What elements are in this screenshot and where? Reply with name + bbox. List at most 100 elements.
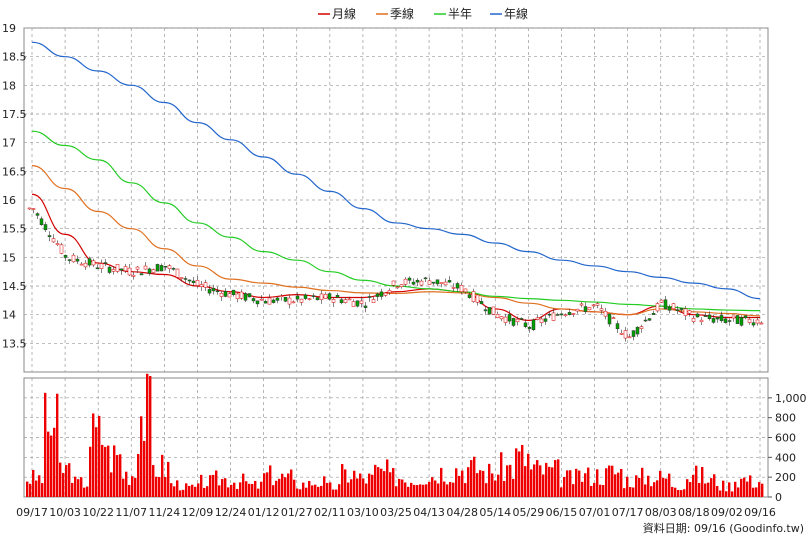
volume-bar xyxy=(626,476,629,497)
volume-bar xyxy=(584,473,587,497)
candle-body xyxy=(723,318,728,323)
candle-body xyxy=(307,298,312,300)
candle-body xyxy=(715,317,720,320)
volume-bar xyxy=(704,483,707,497)
volume-bar xyxy=(449,481,452,497)
candle-body xyxy=(295,295,300,300)
volume-bar xyxy=(170,483,173,497)
candle-body xyxy=(175,268,180,278)
candle-body xyxy=(591,304,596,307)
volume-bar xyxy=(332,489,335,497)
candle-body xyxy=(599,308,604,311)
volume-bar xyxy=(392,468,395,497)
candle-body xyxy=(659,299,664,303)
volume-bar xyxy=(443,481,446,497)
volume-bar xyxy=(86,486,89,497)
volume-bar xyxy=(416,485,419,497)
volume-bar xyxy=(683,489,686,497)
volume-bar xyxy=(158,476,161,497)
x-tick-label: 10/22 xyxy=(82,506,114,519)
candle-body xyxy=(551,312,556,321)
volume-bar xyxy=(194,486,197,497)
candle-body xyxy=(619,333,624,335)
volume-bar xyxy=(161,454,164,497)
candle-body xyxy=(351,301,356,307)
volume-bar xyxy=(701,466,704,497)
candle-body xyxy=(239,291,244,299)
volume-tick-label: 400 xyxy=(775,451,796,464)
candle-body xyxy=(699,319,704,323)
candle-body xyxy=(611,317,616,319)
price-tick-label: 19 xyxy=(2,22,16,35)
candle-body xyxy=(263,301,268,304)
volume-bar xyxy=(668,473,671,497)
volume-bar xyxy=(62,472,65,497)
volume-bar xyxy=(143,440,146,497)
candle-body xyxy=(163,265,168,268)
series-line-3 xyxy=(31,41,761,300)
candle-body xyxy=(739,317,744,326)
volume-bar xyxy=(665,478,668,497)
volume-bar xyxy=(707,482,710,497)
volume-bar xyxy=(146,373,149,497)
volume-tick-label: 0 xyxy=(775,491,782,504)
volume-bar xyxy=(242,473,245,497)
candle-body xyxy=(671,303,676,310)
candle-body xyxy=(443,281,448,286)
candle-body xyxy=(463,288,468,293)
candle-body xyxy=(155,264,160,272)
volume-bar xyxy=(653,482,656,497)
candle-body xyxy=(99,263,104,269)
volume-bar xyxy=(572,484,575,497)
volume-tick-label: 600 xyxy=(775,432,796,445)
volume-bar xyxy=(167,461,170,497)
volume-bar xyxy=(263,473,266,497)
candle-body xyxy=(347,298,352,301)
volume-bar xyxy=(728,482,731,497)
volume-bar xyxy=(197,483,200,497)
volume-bar xyxy=(56,393,59,497)
candle-body xyxy=(643,319,648,322)
volume-bar xyxy=(488,463,491,497)
candle-body xyxy=(35,213,40,216)
volume-bar xyxy=(359,473,362,497)
volume-bar xyxy=(110,472,113,497)
volume-bar xyxy=(314,484,317,497)
volume-bar xyxy=(470,460,473,497)
volume-bar xyxy=(179,490,182,497)
candle-body xyxy=(655,303,660,312)
candle-body xyxy=(251,298,256,302)
volume-bar xyxy=(533,464,536,497)
price-tick-label: 14 xyxy=(2,309,16,322)
volume-bar xyxy=(74,476,77,497)
legend-label: 季線 xyxy=(390,6,414,21)
candle-body xyxy=(435,279,440,285)
volume-bar xyxy=(341,464,344,497)
volume-bar xyxy=(188,485,191,497)
candle-body xyxy=(167,265,172,269)
volume-bar xyxy=(743,477,746,497)
volume-bar xyxy=(128,484,131,497)
volume-bar xyxy=(557,459,560,497)
volume-bar xyxy=(395,486,398,497)
candle-body xyxy=(447,280,452,283)
candle-body xyxy=(567,312,572,315)
candle-body xyxy=(159,265,164,272)
volume-bar xyxy=(80,477,83,497)
price-panel: 19 18.5 18 17.5 17 16.5 16 15.5 15 14.5 14 13.5 xyxy=(2,22,769,373)
candle-body xyxy=(179,277,184,279)
volume-bar xyxy=(293,479,296,497)
candle-body xyxy=(459,284,464,292)
volume-tick-label: 1,000 xyxy=(775,392,807,405)
volume-bar xyxy=(68,463,71,497)
volume-bar xyxy=(719,490,722,497)
volume-bar xyxy=(116,455,119,497)
candle-body xyxy=(31,208,36,210)
x-tick-label: 03/25 xyxy=(380,506,412,519)
candle-body xyxy=(191,280,196,283)
volume-bar xyxy=(344,469,347,497)
volume-bar xyxy=(473,456,476,497)
volume-bar xyxy=(671,486,674,497)
x-tick-label: 12/24 xyxy=(215,506,247,519)
candle-body xyxy=(75,258,80,262)
